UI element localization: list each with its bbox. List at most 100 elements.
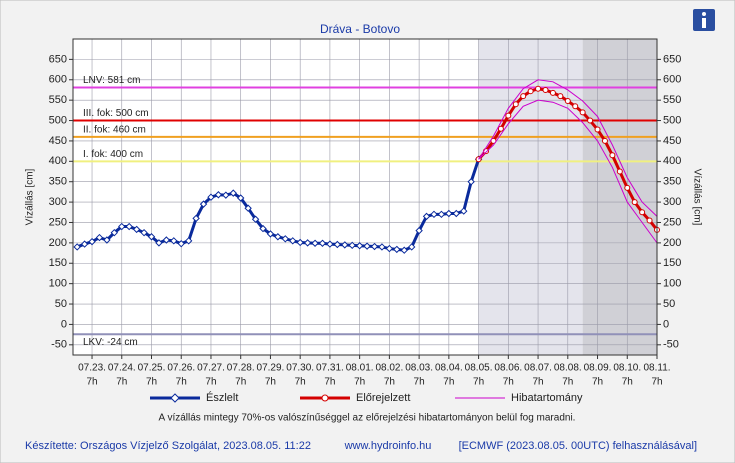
data-point	[222, 191, 230, 199]
data-point	[557, 93, 564, 100]
data-point	[177, 239, 185, 248]
y-tick-label: 300	[49, 196, 67, 208]
info-icon-bar	[702, 18, 706, 28]
data-point	[296, 238, 304, 247]
data-point	[505, 112, 512, 119]
data-point	[639, 209, 646, 216]
x-tick-hour: 7h	[324, 377, 335, 388]
y2-tick-label: 50	[663, 298, 675, 310]
data-point	[542, 86, 549, 93]
x-tick-hour: 7h	[651, 377, 662, 388]
error-band-upper	[478, 79, 658, 217]
shaded-region	[478, 39, 583, 355]
x-tick-hour: 7h	[592, 377, 603, 388]
data-point	[587, 117, 594, 124]
data-point	[415, 226, 423, 235]
x-tick-hour: 7h	[443, 377, 454, 388]
x-tick-hour: 7h	[384, 377, 395, 388]
data-point	[422, 212, 431, 221]
y2-axis-title: Vízállás [cm]	[691, 169, 702, 226]
x-tick-label: 08.06.	[494, 363, 522, 374]
x-tick-hour: 7h	[532, 377, 543, 388]
x-tick-label: 07.31.	[316, 363, 344, 374]
x-tick-label: 08.11.	[643, 363, 670, 374]
y-tick-label: 150	[49, 257, 67, 269]
data-point	[609, 152, 616, 159]
data-point	[303, 239, 312, 247]
data-point	[385, 244, 394, 253]
y2-tick-label: 550	[663, 94, 681, 106]
data-point	[497, 125, 504, 132]
data-point	[452, 209, 460, 218]
x-tick-hour: 7h	[116, 377, 127, 388]
y2-tick-label: 100	[663, 278, 681, 290]
reference-label: LNV: 581 cm	[83, 75, 140, 86]
data-point	[549, 89, 556, 96]
y2-tick-label: 600	[663, 74, 681, 86]
data-point	[535, 85, 542, 92]
x-tick-label: 08.09.	[584, 363, 612, 374]
x-tick-label: 07.25.	[138, 363, 166, 374]
y2-tick-label: 500	[663, 114, 681, 126]
data-point	[155, 239, 163, 247]
data-point	[229, 189, 237, 197]
data-point	[259, 224, 267, 233]
y2-tick-label: 300	[663, 196, 681, 208]
y-tick-label: 50	[55, 298, 67, 310]
data-point	[132, 225, 141, 234]
data-point	[378, 243, 386, 251]
chart-title: Dráva - Botovo	[320, 22, 400, 36]
x-tick-hour: 7h	[295, 377, 306, 388]
data-point	[266, 230, 275, 238]
x-tick-hour: 7h	[473, 377, 484, 388]
x-tick-hour: 7h	[86, 377, 97, 388]
data-point	[140, 228, 148, 237]
data-point	[326, 240, 334, 248]
data-point	[147, 233, 156, 241]
footer-source: [ECMWF (2023.08.05. 00UTC) felhasználásá…	[459, 440, 697, 452]
data-point	[348, 241, 356, 250]
x-tick-hour: 7h	[265, 377, 276, 388]
y2-tick-label: 150	[663, 257, 681, 269]
x-tick-hour: 7h	[622, 377, 633, 388]
x-tick-label: 08.05.	[465, 363, 493, 374]
legend-marker	[170, 393, 180, 403]
x-tick-label: 08.03.	[405, 363, 433, 374]
reference-label: II. fok: 460 cm	[83, 124, 146, 135]
error-band-lower	[478, 99, 658, 244]
data-point	[274, 233, 282, 241]
info-icon-dot	[702, 12, 706, 16]
data-point	[363, 242, 371, 250]
y-tick-label: 550	[49, 94, 67, 106]
data-point	[251, 215, 260, 223]
data-point	[88, 237, 96, 246]
data-point	[207, 193, 215, 201]
info-icon[interactable]	[693, 9, 715, 31]
x-tick-label: 08.07.	[524, 363, 552, 374]
data-point	[437, 210, 446, 219]
y-tick-label: 250	[49, 216, 67, 228]
data-point	[460, 207, 468, 215]
data-point	[341, 241, 349, 249]
x-tick-label: 08.04.	[435, 363, 463, 374]
y-tick-label: -50	[51, 339, 67, 351]
x-tick-hour: 7h	[354, 377, 365, 388]
y2-tick-label: 350	[663, 176, 681, 188]
data-point	[370, 242, 379, 251]
y-tick-label: 100	[49, 278, 67, 290]
x-tick-label: 07.27.	[197, 363, 225, 374]
data-point	[244, 204, 252, 212]
data-point	[400, 246, 408, 254]
legend-label: Hibatartomány	[511, 392, 583, 404]
y-tick-label: 650	[49, 53, 67, 65]
x-tick-label: 07.29.	[257, 363, 285, 374]
y-tick-label: 350	[49, 176, 67, 188]
y2-tick-label: 450	[663, 135, 681, 147]
plot: LNV: 581 cm III. fok: 500 cm II. fok: 460 …	[72, 38, 660, 356]
x-tick-label: 07.28.	[227, 363, 255, 374]
x-tick-label: 07.23.	[78, 363, 106, 374]
data-point	[646, 217, 653, 224]
footer-link[interactable]: www.hydroinfo.hu	[344, 440, 432, 452]
data-point	[80, 240, 89, 248]
